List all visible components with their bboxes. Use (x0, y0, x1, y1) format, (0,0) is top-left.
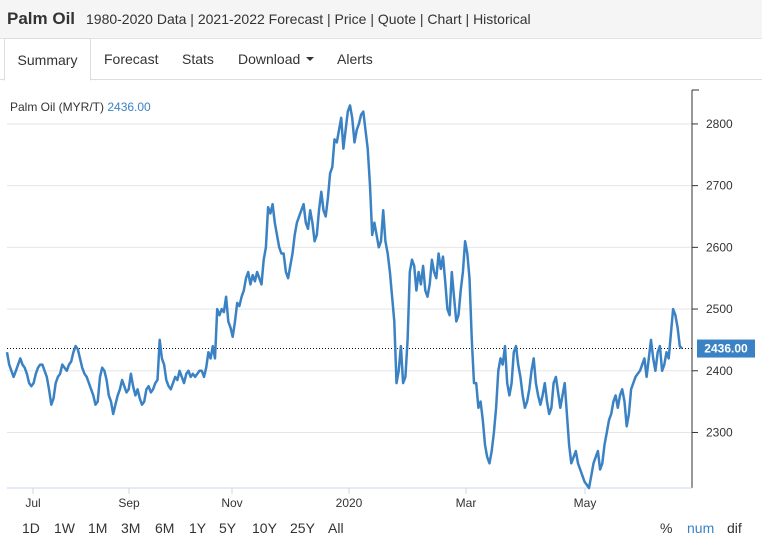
last-price-label-group: 2436.00 (697, 339, 755, 358)
last-price-badge (697, 339, 755, 358)
range-1w[interactable]: 1W (54, 520, 75, 536)
chevron-down-icon (306, 57, 315, 62)
tab-forecast[interactable]: Forecast (104, 51, 159, 67)
tab-alerts[interactable]: Alerts (337, 51, 373, 67)
y-tick-label: 2600 (706, 240, 733, 254)
range-5y[interactable]: 5Y (219, 520, 237, 536)
header-bar: Palm Oil 1980-2020 Data | 2021-2022 Fore… (0, 0, 762, 39)
tab-download-label: Download (238, 51, 301, 67)
range-1y[interactable]: 1Y (189, 520, 207, 536)
x-tick-label: Mar (456, 496, 477, 510)
range-10y[interactable]: 10Y (252, 520, 277, 536)
x-tick-label: Sep (118, 496, 140, 510)
current-value: 2436.00 (107, 100, 151, 114)
last-price-label: 2436.00 (704, 342, 748, 356)
y-tick-label: 2400 (706, 364, 733, 378)
tab-download[interactable]: Download (238, 38, 315, 78)
price-series-line (5, 104, 683, 490)
y-tick-label: 2800 (706, 117, 733, 131)
range-1d[interactable]: 1D (22, 520, 40, 536)
y-axis: 2300 2400 2500 2600 2700 2800 (691, 89, 733, 488)
x-axis: Jul Sep Nov 2020 Mar May (7, 487, 692, 510)
series-layer (5, 104, 683, 490)
tab-stats[interactable]: Stats (182, 51, 214, 67)
range-all[interactable]: All (328, 520, 344, 536)
chart-title: Palm Oil (MYR/T) 2436.00 (10, 100, 151, 114)
grid-lines (7, 123, 692, 433)
mode-percent[interactable]: % (660, 520, 673, 536)
y-tick-label: 2700 (706, 179, 733, 193)
series-label: Palm Oil (MYR/T) (10, 100, 104, 114)
range-6m[interactable]: 6M (155, 520, 175, 536)
mode-num[interactable]: num (687, 520, 715, 536)
range-3m[interactable]: 3M (121, 520, 141, 536)
tab-summary[interactable]: Summary (4, 38, 91, 81)
y-tick-label: 2300 (706, 425, 733, 439)
y-tick-label: 2500 (706, 302, 733, 316)
tab-bar: Summary Forecast Stats Download Alerts (0, 38, 762, 81)
commodity-name: Palm Oil (7, 9, 76, 28)
x-tick-label: Nov (221, 496, 242, 510)
x-tick-label: May (574, 496, 597, 510)
mode-dif[interactable]: dif (727, 520, 742, 536)
header-subtitle: 1980-2020 Data | 2021-2022 Forecast | Pr… (86, 11, 531, 27)
range-1m[interactable]: 1M (88, 520, 108, 536)
x-tick-label: 2020 (336, 496, 363, 510)
x-tick-label: Jul (25, 496, 40, 510)
range-25y[interactable]: 25Y (290, 520, 315, 536)
